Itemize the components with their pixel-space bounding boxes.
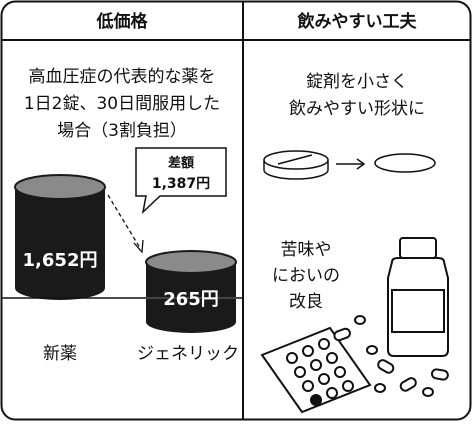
infographic: 低価格 飲みやすい工夫 高血圧症の代表的な薬を 1日2錠、30日間服用した 場合… — [0, 0, 472, 421]
header-left: 低価格 — [96, 11, 149, 32]
header-right: 飲みやすい工夫 — [297, 11, 418, 32]
difference-amount: 1,387円 — [152, 176, 210, 192]
description: 1日2錠、30日間服用した — [24, 94, 220, 114]
small-tablet — [375, 154, 435, 172]
tablet-text: 錠剤を小さく — [306, 72, 408, 92]
description: 場合（3割負担） — [57, 121, 187, 141]
new-drug-cylinder — [15, 175, 105, 300]
new-drug-price: 1,652円 — [23, 250, 98, 271]
page: {"headers": {"left": "低価格", "right": "飲み… — [0, 0, 472, 425]
taste-text: においの — [272, 266, 340, 286]
taste-text: 苦味や — [281, 240, 332, 260]
tablet-text: 飲みやすい形状に — [289, 99, 425, 119]
generic-price: 265円 — [163, 289, 219, 310]
new-drug-label: 新薬 — [43, 344, 77, 364]
difference-label: 差額 — [168, 155, 194, 171]
generic-label: ジェネリック — [137, 344, 239, 364]
taste-text: 改良 — [289, 292, 323, 312]
big-tablet — [264, 151, 328, 179]
description: 高血圧症の代表的な薬を — [29, 67, 216, 87]
